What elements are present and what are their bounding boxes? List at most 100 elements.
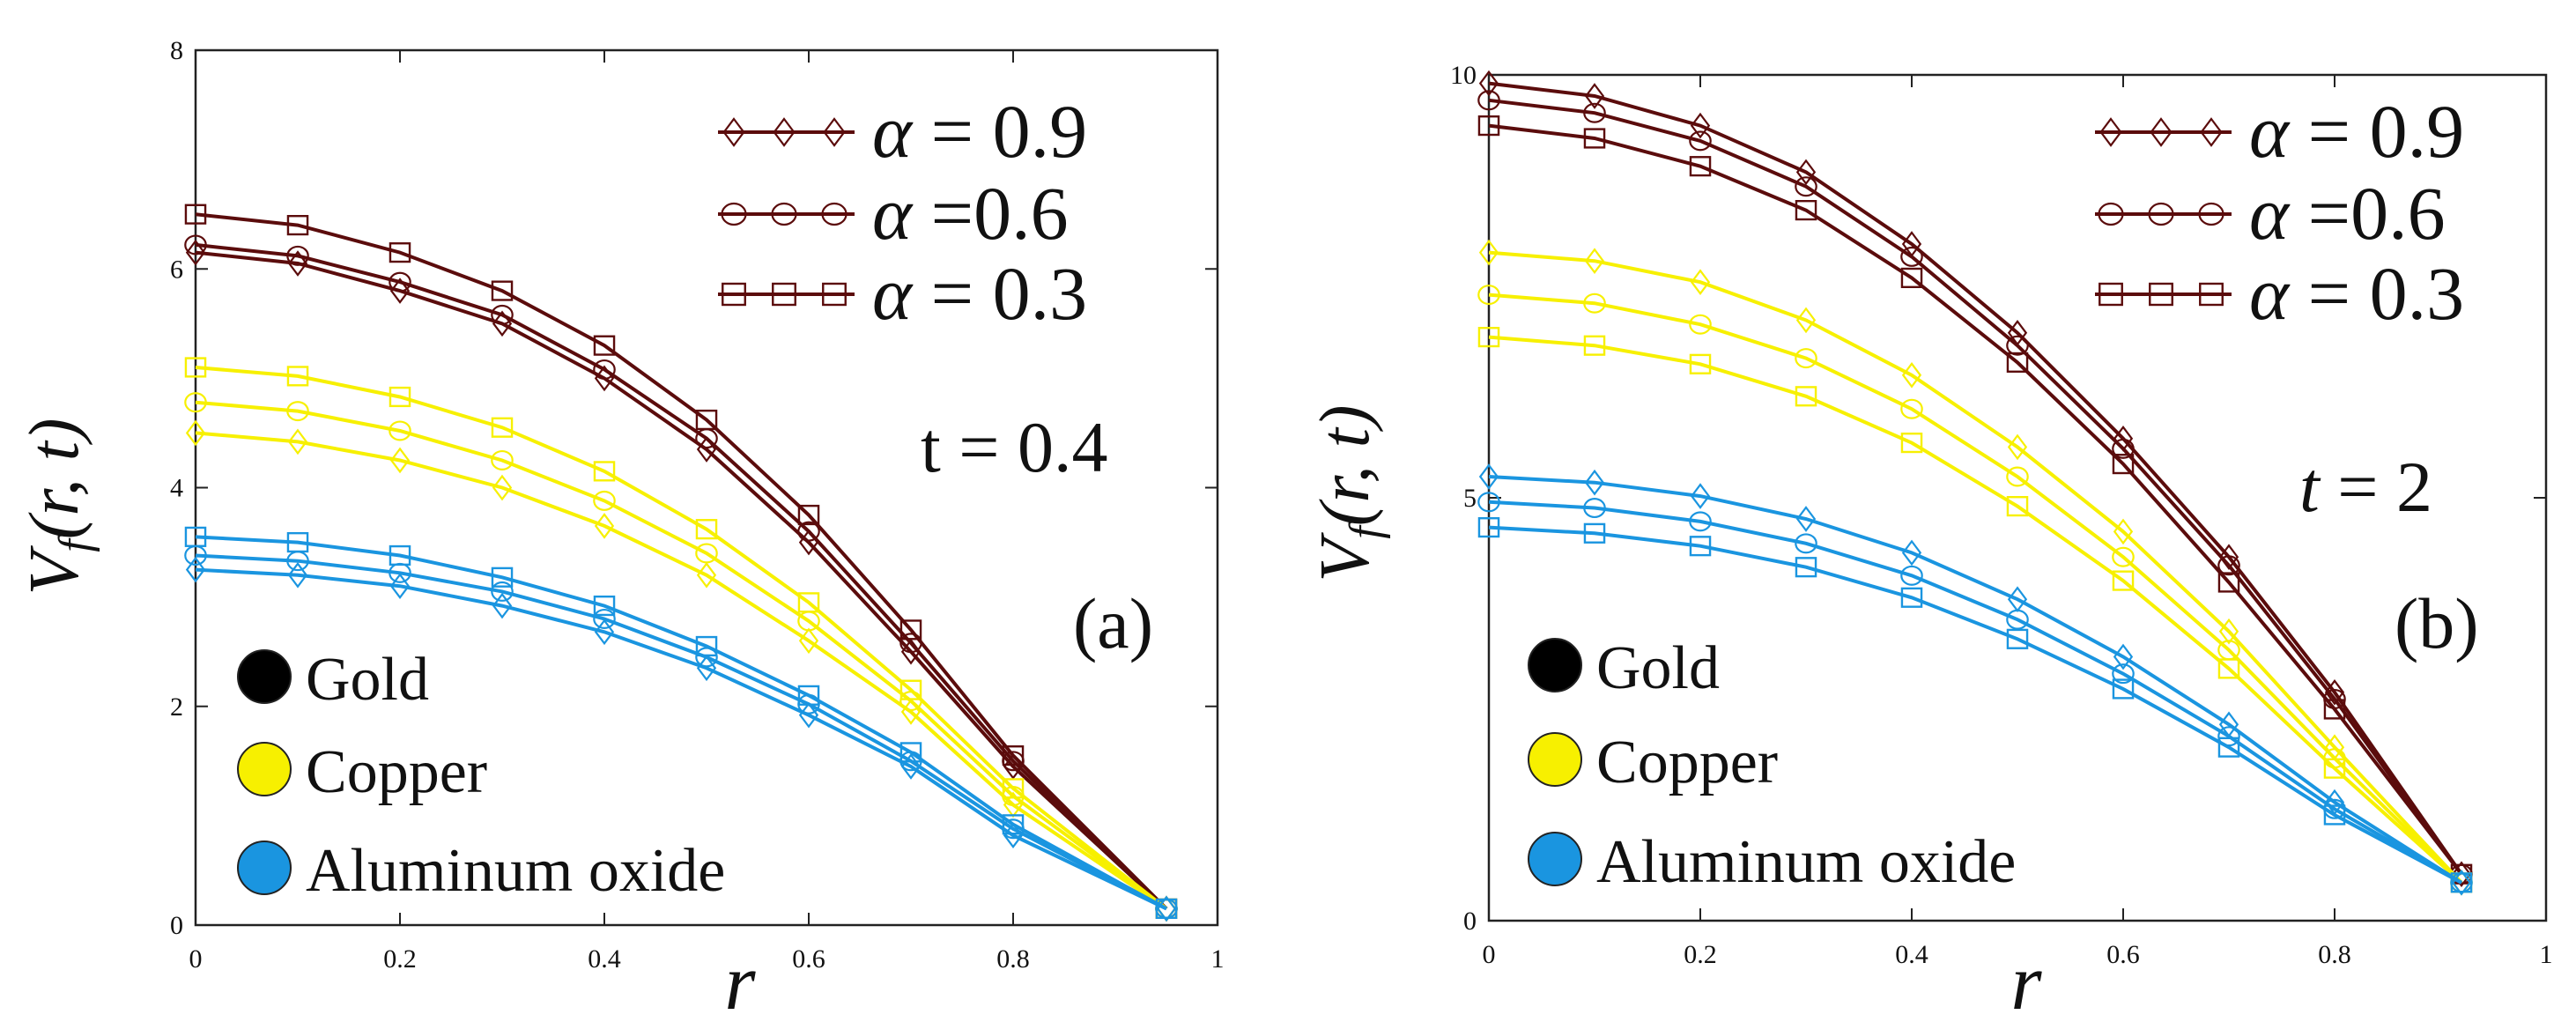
legend-label: α =0.6 — [2249, 171, 2446, 256]
data-point — [1901, 361, 1922, 389]
data-point — [389, 544, 411, 567]
data-point — [287, 250, 308, 277]
data-point — [2006, 496, 2029, 517]
x-tick-label: 0 — [189, 944, 203, 974]
data-point — [1002, 745, 1025, 766]
series-copper-alpha-0.3 — [184, 357, 1178, 919]
legend-label: α =0.6 — [872, 171, 1069, 256]
data-point — [696, 561, 717, 589]
data-point — [184, 526, 207, 547]
y-tick-label: 8 — [170, 36, 183, 65]
data-point — [695, 409, 718, 431]
data-point — [1583, 335, 1606, 356]
legend-marker — [2099, 282, 2123, 307]
data-point — [389, 447, 411, 474]
legend-marker — [2099, 117, 2122, 147]
data-point — [491, 567, 514, 588]
data-point — [593, 335, 616, 356]
data-point — [491, 581, 514, 602]
material-swatch — [1528, 832, 1582, 886]
panel-label: (a) — [1073, 583, 1153, 663]
data-point — [2217, 658, 2240, 679]
data-point — [1689, 536, 1712, 557]
legend-marker — [821, 202, 848, 226]
legend-entry-alpha: α = 0.3 — [718, 251, 1087, 336]
legend-marker — [2198, 202, 2224, 226]
legend-value: =0.6 — [912, 171, 1069, 256]
data-point — [797, 592, 820, 613]
data-point — [184, 357, 207, 378]
data-point — [287, 561, 308, 589]
legend-material: Gold — [1528, 634, 1720, 702]
data-point — [2006, 352, 2029, 373]
data-point — [2450, 872, 2473, 893]
data-point — [899, 742, 922, 763]
x-tick-label: 0.4 — [588, 944, 621, 974]
y-axis-label-args: (r, t) — [1307, 404, 1384, 526]
data-point — [1795, 386, 1817, 407]
material-swatch — [237, 742, 292, 796]
data-point — [2006, 335, 2029, 356]
legend-marker — [772, 282, 796, 307]
panel-label: (b) — [2395, 583, 2479, 663]
data-point — [287, 428, 308, 455]
data-point — [2323, 804, 2346, 826]
series-line — [1488, 475, 2463, 885]
data-point — [2324, 678, 2345, 706]
data-point — [491, 304, 514, 325]
series-line — [195, 431, 1168, 911]
material-swatch — [237, 649, 292, 704]
series-line — [195, 535, 1167, 911]
data-point — [1900, 246, 1923, 267]
legend-marker — [2098, 202, 2124, 226]
data-point — [2006, 466, 2029, 487]
legend-entry-alpha: α = 0.3 — [2095, 251, 2464, 336]
data-point — [184, 234, 207, 256]
data-point — [492, 592, 513, 619]
data-point — [2451, 861, 2472, 888]
x-tick-label: 0.4 — [1895, 940, 1928, 969]
data-point — [389, 573, 411, 600]
data-point — [1795, 533, 1817, 554]
data-point — [797, 521, 820, 542]
data-point — [2323, 758, 2346, 779]
material-swatch — [1528, 732, 1582, 787]
y-tick-label: 0 — [1463, 907, 1477, 936]
data-point — [2006, 628, 2029, 649]
x-tick-label: 0.8 — [2318, 940, 2351, 969]
material-label: Gold — [306, 646, 429, 714]
time-annotation: t = 0.4 — [921, 407, 1108, 487]
legend-marker — [2200, 117, 2223, 147]
data-point — [2006, 609, 2029, 630]
data-point — [1584, 469, 1605, 496]
data-point — [389, 242, 411, 263]
legend-value: = 0.9 — [912, 89, 1087, 174]
series-copper-alpha-0.9 — [1478, 239, 2472, 896]
legend-value: = 0.3 — [912, 251, 1087, 336]
legend-label: α = 0.9 — [872, 89, 1087, 174]
time-annotation: t = 2 — [2299, 447, 2432, 527]
time-variable: t — [2299, 447, 2321, 527]
data-point — [798, 627, 819, 655]
data-point — [1689, 511, 1712, 532]
series-aluminum-oxide-alpha-0.3 — [184, 526, 1178, 919]
series-copper-alpha-0.6 — [1477, 285, 2473, 893]
data-point — [1795, 557, 1817, 578]
legend-marker — [722, 282, 746, 307]
x-tick-label: 0.2 — [1684, 940, 1717, 969]
data-point — [1795, 159, 1817, 186]
data-point — [286, 214, 309, 236]
series-line — [195, 553, 1167, 911]
legend-entry-alpha: α =0.6 — [2095, 171, 2446, 256]
data-point — [286, 531, 309, 553]
data-point — [491, 417, 514, 438]
data-point — [594, 513, 615, 539]
legend-material: Gold — [237, 646, 429, 714]
y-tick-label: 10 — [1450, 61, 1477, 90]
legend-marker — [2199, 282, 2224, 307]
data-point — [1690, 483, 1711, 509]
legend-value: = 0.3 — [2289, 251, 2464, 336]
data-point — [1689, 130, 1712, 152]
